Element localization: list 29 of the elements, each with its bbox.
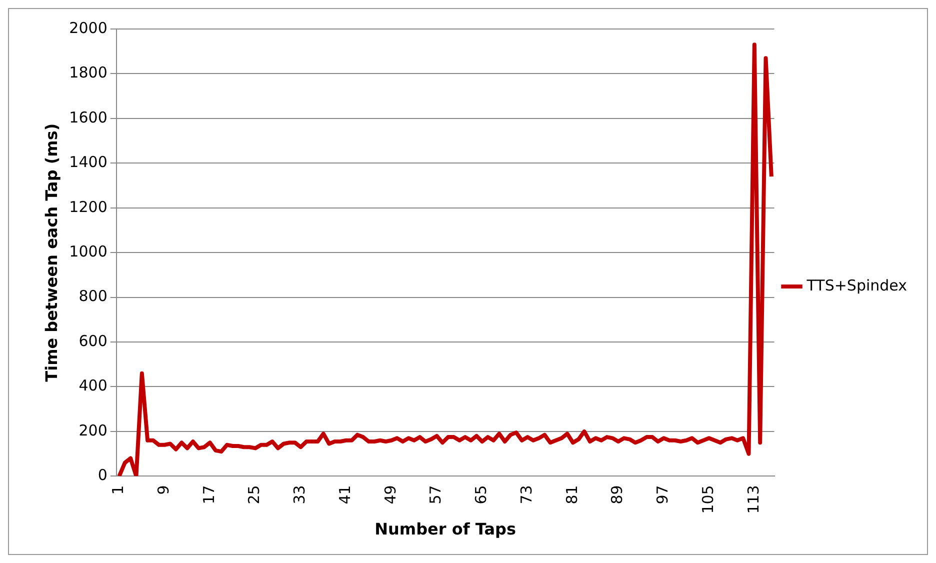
x-tick-label: 9 — [154, 485, 172, 495]
x-tick-label: 49 — [381, 485, 400, 504]
x-tick-label: 57 — [426, 485, 445, 504]
x-tick-label: 25 — [245, 485, 264, 504]
y-tick-label: 600 — [78, 332, 108, 350]
x-tick-label: 65 — [472, 485, 490, 504]
x-tick-label: 1 — [109, 485, 128, 495]
y-tick-label: 1200 — [69, 198, 108, 216]
x-axis-title: Number of Taps — [374, 520, 516, 539]
x-tick-label: 41 — [336, 485, 354, 504]
x-tick-label: 89 — [608, 485, 626, 504]
x-tick-label: 105 — [698, 485, 717, 514]
x-tick-label: 81 — [562, 485, 581, 504]
y-tick-label: 1000 — [69, 242, 108, 260]
x-tick-label: 97 — [654, 485, 672, 504]
y-tick-label: 800 — [78, 287, 108, 306]
x-tick-label: 17 — [200, 485, 218, 504]
y-axis-title: Time between each Tap (ms) — [42, 123, 61, 382]
y-tick-label: 200 — [78, 421, 108, 440]
y-tick-label: 400 — [78, 376, 108, 395]
y-tick-label: 2000 — [69, 18, 108, 37]
y-tick-label: 1800 — [69, 64, 108, 82]
y-tick-label: 1400 — [69, 153, 108, 172]
x-tick-label: 113 — [744, 485, 762, 514]
y-tick-label: 0 — [98, 466, 108, 484]
x-tick-label: 33 — [290, 485, 309, 504]
y-tick-label: 1600 — [69, 108, 108, 126]
legend-label: TTS+Spindex — [806, 276, 908, 294]
x-tick-label: 73 — [517, 485, 536, 504]
